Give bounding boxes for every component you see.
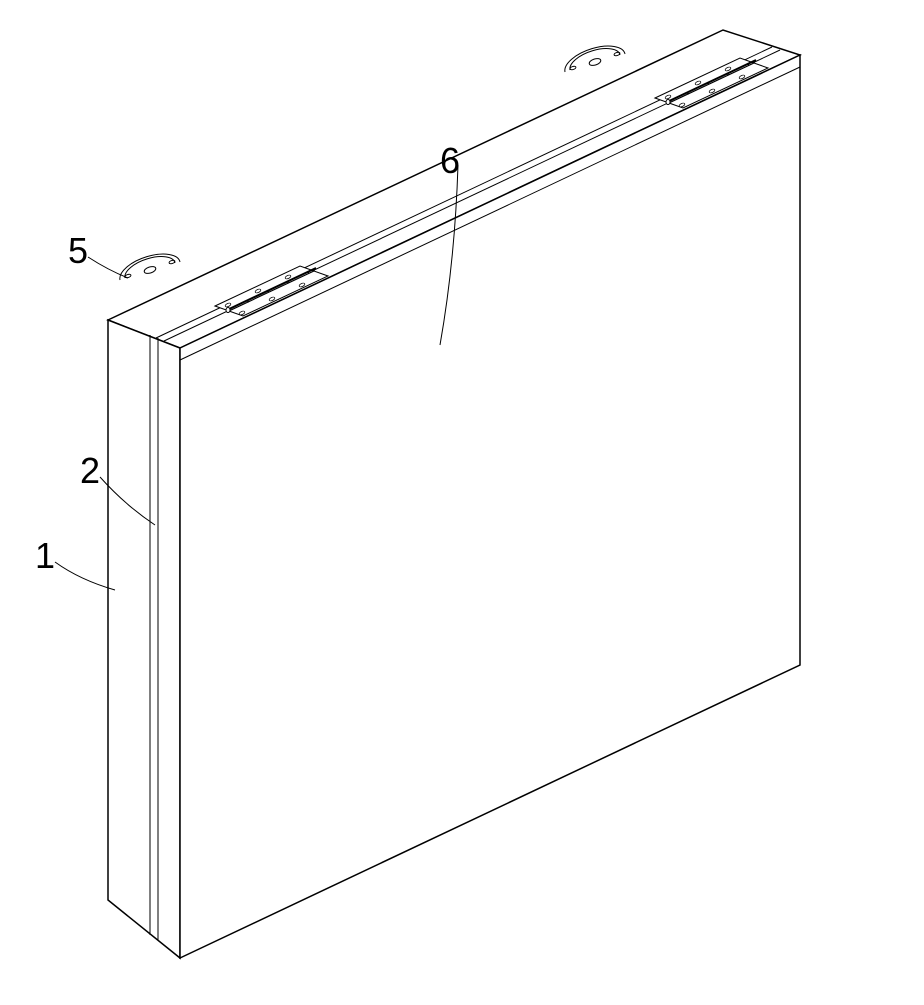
diagram-svg — [0, 0, 924, 1000]
flange-left — [120, 254, 180, 280]
label-6: 6 — [440, 140, 460, 182]
label-5: 5 — [68, 230, 88, 272]
label-1: 1 — [35, 535, 55, 577]
label-2: 2 — [80, 450, 100, 492]
technical-diagram: 1 2 5 6 — [0, 0, 924, 1000]
flange-right — [565, 46, 625, 72]
